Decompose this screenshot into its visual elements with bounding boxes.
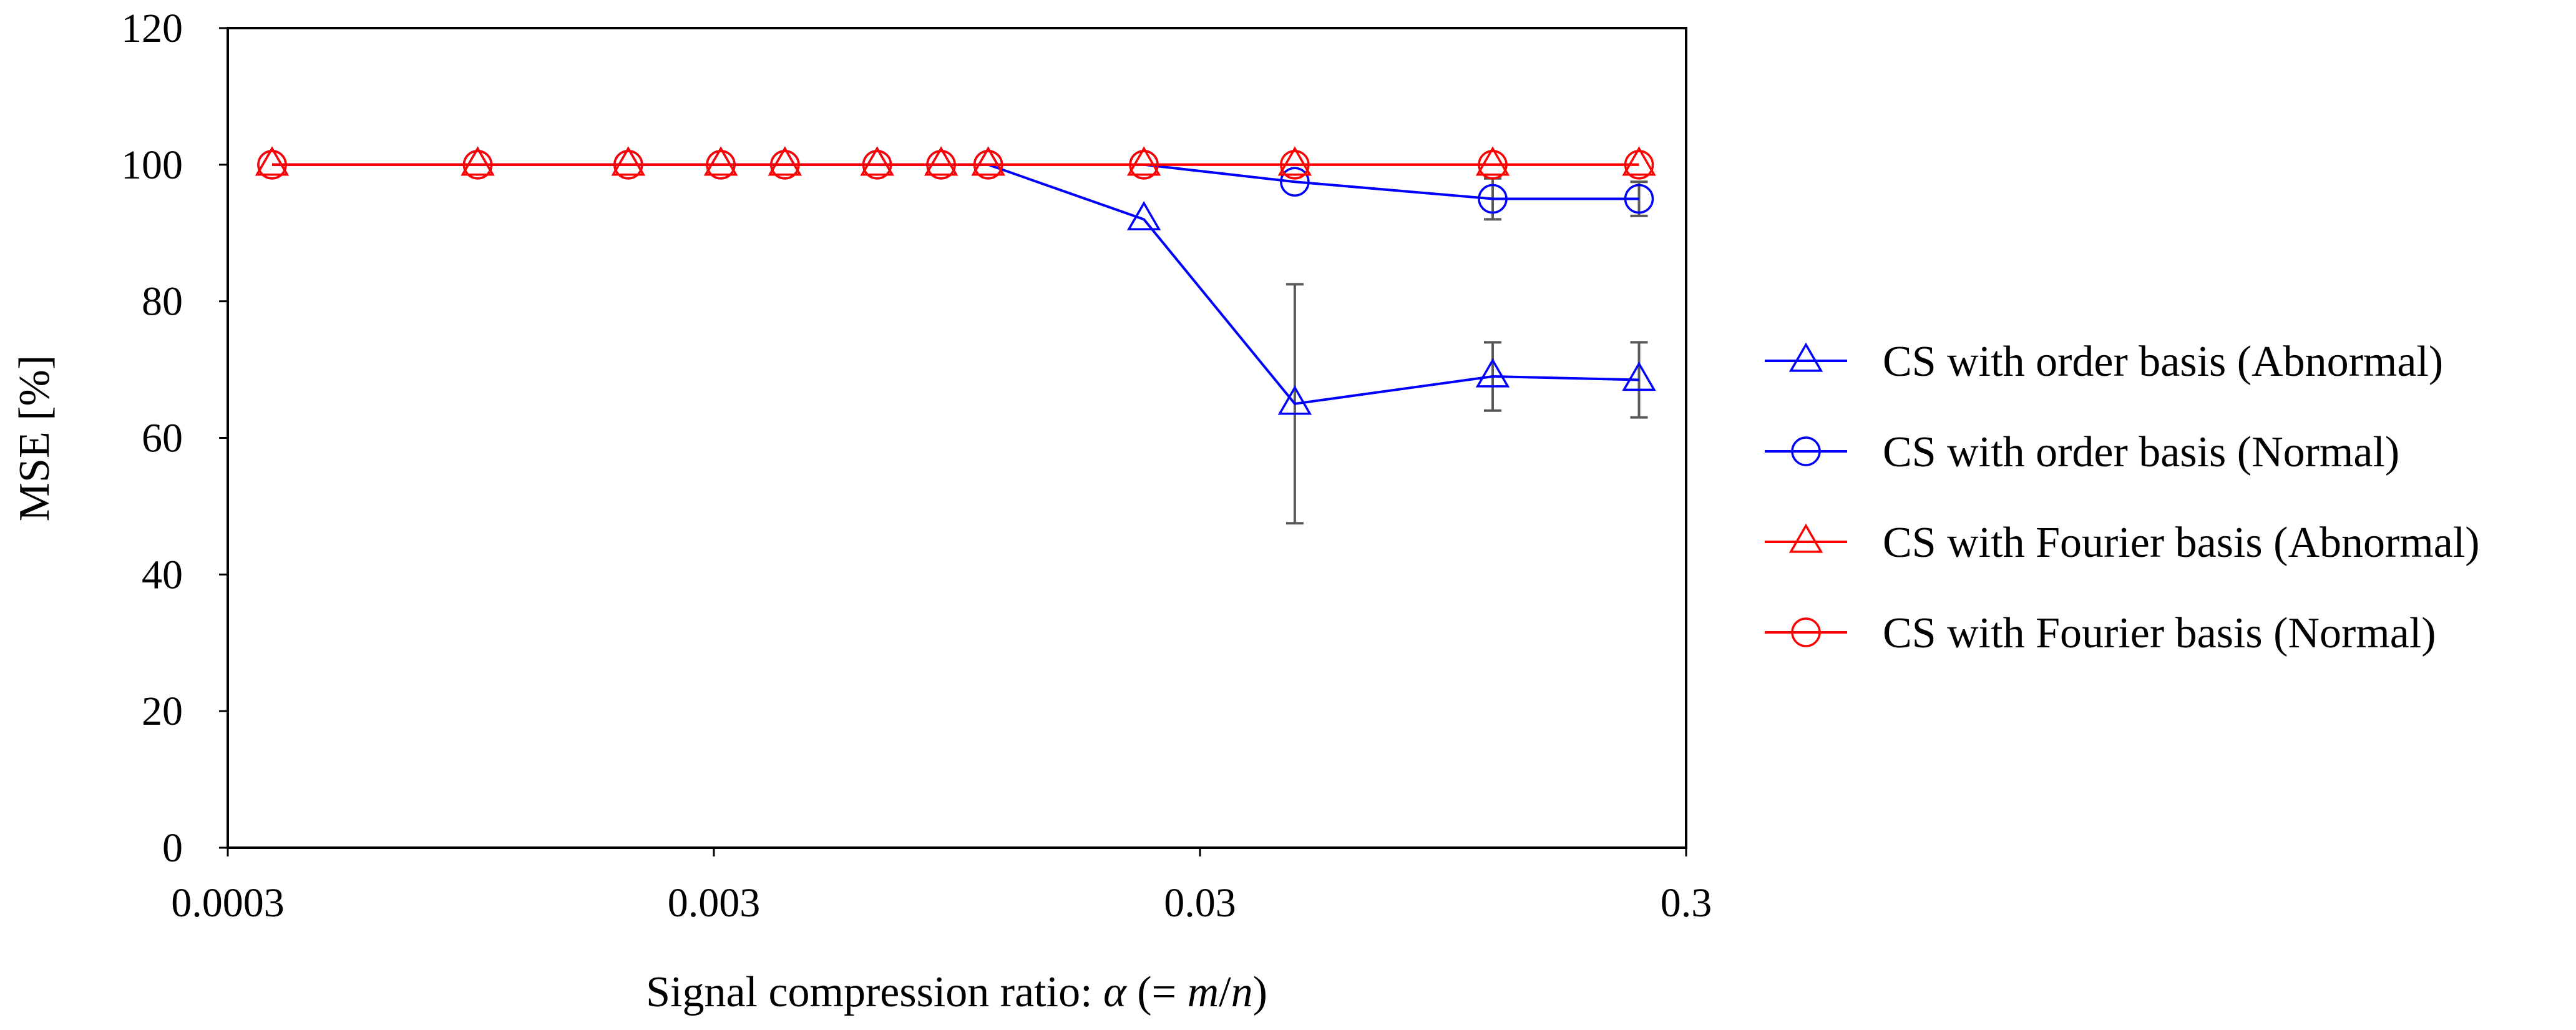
legend-marker	[1791, 436, 1821, 466]
series-line-cs-with-order-basis-normal	[272, 163, 1639, 200]
y-tick-label: 20	[142, 689, 183, 734]
point-cs-with-fourier-basis-abnormal	[703, 146, 738, 176]
point-cs-with-order-basis-abnormal	[768, 146, 803, 176]
x-axis-title-prefix: Signal compression ratio:	[646, 968, 1103, 1016]
x-tick-label: 0.3	[1661, 880, 1712, 926]
point-cs-with-order-basis-abnormal	[1475, 358, 1510, 388]
y-tick-label: 80	[142, 279, 183, 325]
point-cs-with-fourier-basis-normal	[1129, 150, 1159, 180]
point-cs-with-fourier-basis-abnormal	[461, 146, 495, 176]
point-cs-with-fourier-basis-normal	[706, 150, 736, 180]
point-cs-with-order-basis-abnormal	[703, 146, 738, 176]
point-cs-with-fourier-basis-abnormal	[971, 146, 1005, 176]
error-bars	[1286, 177, 1648, 525]
point-cs-with-order-basis-abnormal	[1622, 361, 1656, 391]
x-axis-title-open: (=	[1126, 968, 1188, 1016]
point-cs-with-fourier-basis-abnormal	[1475, 146, 1510, 176]
point-cs-with-fourier-basis-normal	[257, 150, 287, 180]
y-tick-label: 100	[121, 142, 183, 188]
legend-item-cs-with-order-basis-abnormal: CS with order basis (Abnormal)	[1765, 338, 2443, 386]
x-tick-label: 0.03	[1164, 880, 1236, 926]
point-cs-with-order-basis-normal	[1624, 184, 1654, 214]
error-bar-cs-with-order-basis-normal	[1630, 180, 1648, 217]
point-cs-with-order-basis-normal	[1478, 184, 1508, 214]
point-cs-with-order-basis-abnormal	[924, 146, 959, 176]
point-cs-with-fourier-basis-abnormal	[1622, 146, 1656, 176]
point-cs-with-fourier-basis-abnormal	[611, 146, 646, 176]
legend-marker	[1791, 617, 1821, 647]
point-cs-with-order-basis-abnormal	[1277, 385, 1312, 415]
point-cs-with-order-basis-abnormal	[971, 146, 1005, 176]
point-cs-with-fourier-basis-normal	[1624, 150, 1654, 180]
point-cs-with-fourier-basis-normal	[1280, 150, 1310, 180]
x-axis-title-n: n	[1231, 968, 1253, 1016]
x-axis-ticks: 0.0003 0.003 0.03 0.3	[171, 848, 1712, 926]
legend-label: CS with Fourier basis (Abnormal)	[1883, 519, 2480, 567]
error-bar-cs-with-order-basis-abnormal	[1630, 341, 1648, 419]
point-cs-with-fourier-basis-normal	[862, 150, 892, 180]
point-cs-with-fourier-basis-normal	[973, 150, 1003, 180]
x-axis-title-close: )	[1253, 968, 1267, 1016]
legend-marker	[1788, 523, 1823, 553]
point-cs-with-fourier-basis-abnormal	[924, 146, 959, 176]
point-cs-with-order-basis-abnormal	[255, 146, 290, 176]
x-axis-title-m: m	[1188, 968, 1219, 1016]
x-tick-label: 0.0003	[171, 880, 285, 926]
y-tick-label: 60	[142, 416, 183, 461]
x-axis-title: Signal compression ratio: α (= m/n)	[646, 968, 1267, 1016]
point-cs-with-fourier-basis-abnormal	[1277, 146, 1312, 176]
plot-area-frame	[227, 27, 1687, 849]
legend-item-cs-with-fourier-basis-abnormal: CS with Fourier basis (Abnormal)	[1765, 519, 2480, 567]
y-axis-ticks: 0 20 40 60 80 100 120	[121, 6, 228, 871]
legend: CS with order basis (Abnormal) CS with or…	[1765, 338, 2480, 657]
x-axis-title-slash: /	[1219, 968, 1231, 1016]
point-cs-with-fourier-basis-normal	[1478, 150, 1508, 180]
point-cs-with-order-basis-abnormal	[611, 146, 646, 176]
legend-item-cs-with-order-basis-normal: CS with order basis (Normal)	[1765, 428, 2399, 476]
point-cs-with-order-basis-abnormal	[1126, 201, 1161, 231]
legend-label: CS with Fourier basis (Normal)	[1883, 609, 2436, 657]
x-axis-title-alpha: α	[1103, 968, 1127, 1016]
y-tick-label: 40	[142, 552, 183, 597]
point-cs-with-fourier-basis-normal	[462, 150, 493, 180]
x-tick-label: 0.003	[668, 880, 761, 926]
point-cs-with-order-basis-abnormal	[860, 146, 894, 176]
point-cs-with-fourier-basis-normal	[770, 150, 800, 180]
y-tick-label: 120	[121, 6, 183, 51]
series-line-cs-with-order-basis-abnormal	[272, 163, 1639, 405]
point-cs-with-fourier-basis-abnormal	[860, 146, 894, 176]
legend-label: CS with order basis (Abnormal)	[1883, 338, 2443, 386]
series-markers	[255, 146, 1656, 415]
point-cs-with-order-basis-normal	[1280, 167, 1310, 197]
point-cs-with-fourier-basis-normal	[926, 150, 956, 180]
series-lines	[272, 163, 1639, 405]
point-cs-with-fourier-basis-normal	[613, 150, 643, 180]
legend-marker	[1788, 342, 1823, 372]
y-tick-label: 0	[162, 825, 183, 871]
y-axis-title: MSE [%]	[11, 355, 59, 521]
legend-label: CS with order basis (Normal)	[1883, 428, 2399, 476]
point-cs-with-fourier-basis-abnormal	[768, 146, 803, 176]
point-cs-with-fourier-basis-abnormal	[1126, 146, 1161, 176]
point-cs-with-order-basis-abnormal	[461, 146, 495, 176]
legend-item-cs-with-fourier-basis-normal: CS with Fourier basis (Normal)	[1765, 609, 2436, 657]
point-cs-with-fourier-basis-abnormal	[255, 146, 290, 176]
